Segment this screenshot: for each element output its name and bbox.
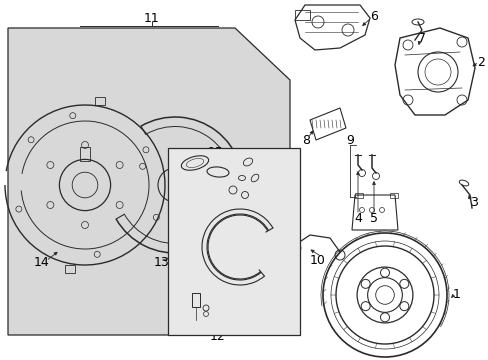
Text: 11: 11 <box>144 12 160 24</box>
Text: 2: 2 <box>476 55 484 68</box>
Text: 3: 3 <box>469 195 477 208</box>
Text: 8: 8 <box>302 134 309 147</box>
Text: 10: 10 <box>309 253 325 266</box>
Text: 9: 9 <box>346 134 353 147</box>
Text: 14: 14 <box>34 256 50 270</box>
Text: 15: 15 <box>207 145 224 158</box>
Text: 4: 4 <box>353 212 361 225</box>
Bar <box>168 148 299 335</box>
Bar <box>389 193 397 198</box>
Text: 7: 7 <box>417 32 425 45</box>
Text: 12: 12 <box>210 329 225 342</box>
Text: 5: 5 <box>369 212 377 225</box>
Text: 1: 1 <box>452 288 460 302</box>
Polygon shape <box>8 28 289 335</box>
Text: 6: 6 <box>369 9 377 23</box>
Bar <box>354 193 362 198</box>
Bar <box>80 147 90 161</box>
Bar <box>192 293 200 307</box>
Text: 13: 13 <box>154 256 169 270</box>
